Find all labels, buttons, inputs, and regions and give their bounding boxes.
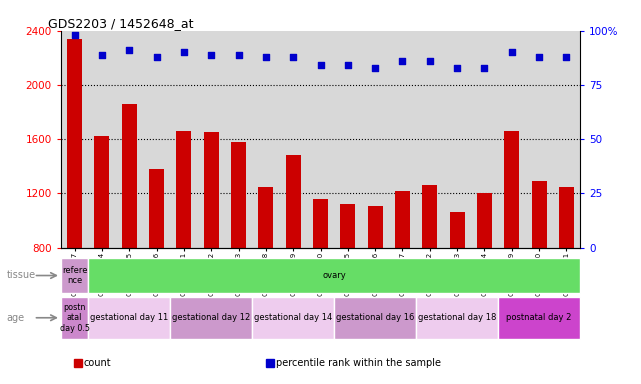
- Text: age: age: [6, 313, 24, 323]
- Bar: [67, 39, 82, 248]
- Text: gestational day 16: gestational day 16: [336, 313, 414, 322]
- Bar: [171, 296, 252, 339]
- Bar: [504, 131, 519, 248]
- Text: ovary: ovary: [322, 271, 346, 280]
- Bar: [94, 136, 110, 248]
- Text: refere
nce: refere nce: [62, 266, 87, 285]
- Text: count: count: [84, 358, 112, 368]
- Point: [315, 62, 326, 68]
- Bar: [334, 296, 416, 339]
- Point: [562, 54, 572, 60]
- Text: postnatal day 2: postnatal day 2: [506, 313, 572, 322]
- Bar: [204, 132, 219, 248]
- Point: [506, 50, 517, 56]
- Bar: [340, 204, 355, 248]
- Point: [452, 65, 462, 71]
- Bar: [395, 191, 410, 248]
- Bar: [531, 181, 547, 248]
- Bar: [88, 296, 171, 339]
- Bar: [368, 206, 383, 248]
- Point: [97, 51, 107, 58]
- Point: [124, 47, 135, 53]
- Bar: [176, 131, 192, 248]
- Bar: [498, 296, 580, 339]
- Bar: [258, 187, 273, 248]
- Point: [288, 54, 298, 60]
- Point: [479, 65, 490, 71]
- Point: [425, 58, 435, 64]
- Bar: [449, 212, 465, 248]
- Bar: [61, 258, 88, 293]
- Point: [179, 50, 189, 56]
- Point: [397, 58, 408, 64]
- Bar: [122, 104, 137, 248]
- Point: [69, 32, 79, 38]
- Bar: [286, 156, 301, 248]
- Text: gestational day 18: gestational day 18: [418, 313, 496, 322]
- Point: [370, 65, 380, 71]
- Bar: [313, 199, 328, 248]
- Point: [343, 62, 353, 68]
- Point: [534, 54, 544, 60]
- Bar: [477, 194, 492, 248]
- Point: [206, 51, 216, 58]
- Text: GDS2203 / 1452648_at: GDS2203 / 1452648_at: [48, 17, 194, 30]
- Bar: [231, 142, 246, 248]
- Bar: [61, 296, 88, 339]
- Text: gestational day 14: gestational day 14: [254, 313, 332, 322]
- Text: percentile rank within the sample: percentile rank within the sample: [276, 358, 441, 368]
- Point: [233, 51, 244, 58]
- Text: gestational day 12: gestational day 12: [172, 313, 251, 322]
- Bar: [149, 169, 164, 248]
- Point: [151, 54, 162, 60]
- Bar: [422, 185, 437, 248]
- Bar: [416, 296, 498, 339]
- Text: postn
atal
day 0.5: postn atal day 0.5: [60, 303, 90, 333]
- Point: [261, 54, 271, 60]
- Bar: [252, 296, 334, 339]
- Bar: [559, 187, 574, 248]
- Text: tissue: tissue: [6, 270, 35, 280]
- Text: gestational day 11: gestational day 11: [90, 313, 169, 322]
